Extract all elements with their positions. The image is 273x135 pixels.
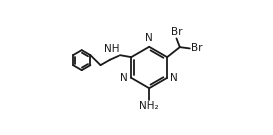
Text: N: N xyxy=(145,33,153,43)
Text: N: N xyxy=(120,73,128,83)
Text: Br: Br xyxy=(191,43,202,53)
Text: NH: NH xyxy=(104,44,120,54)
Text: NH₂: NH₂ xyxy=(140,101,159,111)
Text: N: N xyxy=(170,73,178,83)
Text: Br: Br xyxy=(171,27,182,37)
